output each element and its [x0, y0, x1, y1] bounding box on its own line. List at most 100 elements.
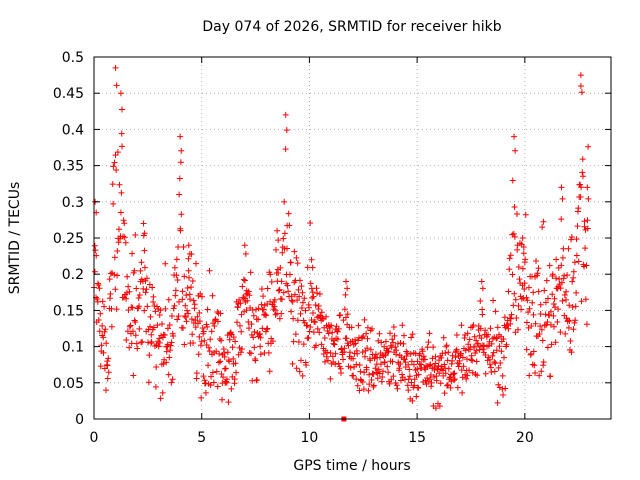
data-point	[292, 331, 299, 338]
data-point	[506, 266, 513, 273]
data-point	[408, 334, 415, 341]
data-point	[507, 252, 514, 259]
data-point	[519, 265, 526, 272]
chart-title: Day 074 of 2026, SRMTID for receiver hik…	[202, 19, 501, 35]
data-point	[397, 340, 404, 347]
data-point	[114, 272, 121, 279]
data-point	[117, 90, 124, 97]
data-point	[211, 323, 218, 330]
data-point	[519, 235, 526, 241]
data-point	[485, 331, 492, 338]
data-point	[379, 368, 386, 375]
data-point	[482, 327, 489, 334]
data-point	[232, 360, 239, 367]
data-point	[559, 254, 566, 261]
data-point	[252, 357, 259, 364]
data-point	[396, 365, 403, 372]
data-point	[347, 364, 354, 371]
data-point	[344, 311, 351, 318]
data-point	[387, 330, 394, 337]
data-point	[352, 340, 359, 347]
data-point	[239, 283, 246, 290]
data-point	[252, 306, 259, 313]
data-point	[94, 280, 101, 287]
data-point	[436, 403, 443, 410]
data-point	[200, 373, 207, 380]
data-point	[556, 276, 563, 283]
data-point	[147, 323, 154, 330]
data-point	[525, 309, 532, 316]
data-point	[558, 216, 565, 223]
data-point	[401, 356, 408, 363]
data-point	[558, 262, 565, 269]
data-point	[443, 382, 450, 389]
data-point	[495, 381, 502, 388]
data-point	[499, 372, 506, 379]
data-point	[376, 354, 383, 361]
data-point	[220, 374, 227, 381]
data-point	[310, 293, 317, 300]
data-point	[518, 306, 525, 313]
data-point	[332, 361, 339, 368]
data-point	[335, 360, 342, 367]
data-point	[104, 362, 111, 369]
data-point	[450, 377, 457, 384]
data-point	[306, 328, 313, 335]
data-point	[424, 374, 431, 381]
data-point	[302, 307, 309, 314]
data-point	[132, 332, 139, 339]
data-point	[430, 344, 437, 351]
data-point	[319, 315, 326, 322]
data-point	[327, 375, 334, 382]
data-point	[491, 359, 498, 366]
data-point	[316, 291, 323, 298]
data-point	[296, 277, 303, 284]
data-point	[529, 299, 536, 306]
data-point	[99, 322, 106, 329]
data-point	[177, 133, 184, 140]
data-point	[539, 224, 546, 231]
data-point	[167, 342, 174, 349]
data-point	[508, 311, 515, 318]
data-point	[583, 262, 590, 269]
data-point	[265, 349, 272, 356]
data-point	[355, 322, 362, 329]
data-point	[96, 285, 103, 292]
data-point	[349, 338, 356, 345]
data-point	[525, 284, 532, 291]
data-point	[332, 350, 339, 357]
data-point	[449, 357, 456, 364]
data-point	[491, 368, 498, 375]
data-point	[425, 339, 432, 346]
data-point	[176, 175, 183, 182]
data-point	[469, 369, 476, 376]
data-point	[544, 319, 551, 326]
data-point	[149, 284, 156, 291]
data-point	[123, 295, 130, 302]
data-point	[174, 276, 181, 283]
data-point	[497, 360, 504, 367]
data-point	[277, 264, 284, 271]
data-point	[579, 169, 586, 176]
data-point	[232, 338, 239, 345]
data-point	[399, 371, 406, 378]
data-point	[359, 378, 366, 385]
data-point	[384, 363, 391, 370]
data-point	[546, 262, 553, 269]
data-point	[196, 333, 203, 340]
data-point	[386, 380, 393, 387]
data-point	[92, 247, 99, 254]
data-point	[164, 341, 171, 348]
data-point	[112, 286, 119, 293]
data-point	[150, 293, 157, 300]
data-point	[516, 276, 523, 283]
data-point	[180, 325, 187, 332]
data-point	[463, 375, 470, 382]
data-point	[200, 328, 207, 335]
data-point	[573, 236, 580, 243]
data-point	[438, 354, 445, 361]
data-point	[579, 173, 586, 180]
data-point	[139, 278, 146, 285]
data-point	[440, 372, 447, 379]
data-point	[197, 342, 204, 349]
